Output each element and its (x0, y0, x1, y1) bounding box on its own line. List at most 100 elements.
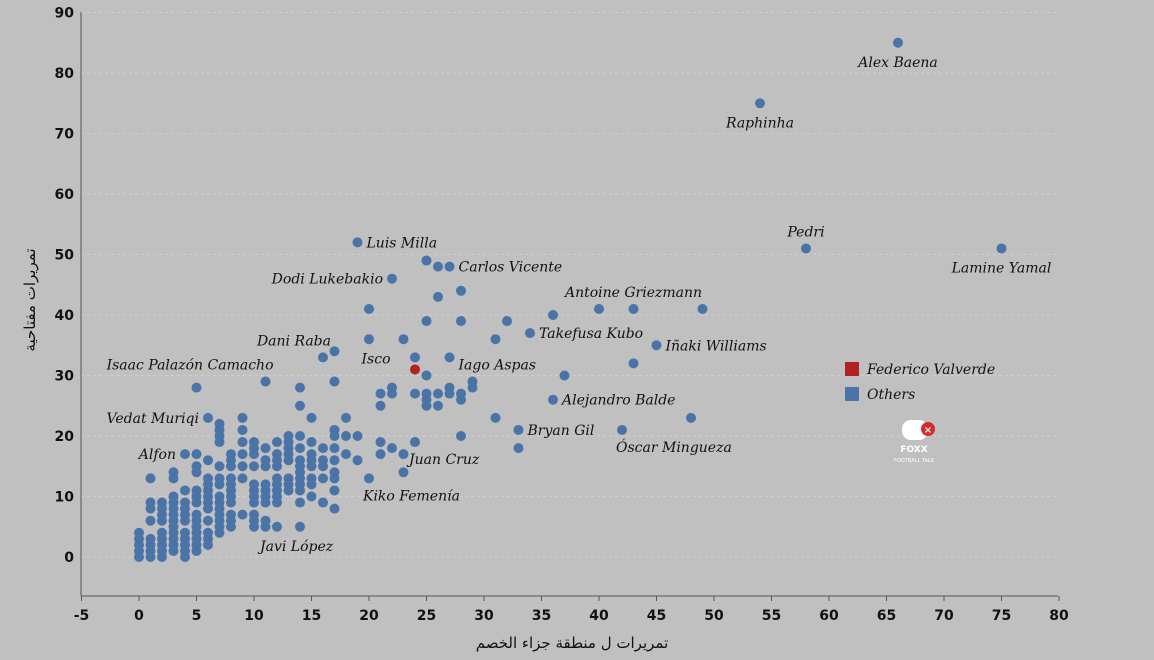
data-point-others (295, 400, 305, 411)
legend-label-others: Others (867, 387, 915, 403)
data-point-others (387, 443, 397, 454)
ticks: 0 10 20 30 40 50 60 70 80 90 -5 0 5 10 15 20 25 30 35 40 45 5… (55, 6, 1069, 625)
x-tick-label: 60 (819, 608, 839, 624)
data-point-others (410, 352, 420, 363)
data-point-others (237, 424, 248, 435)
data-point-others (180, 515, 190, 526)
data-point-others (295, 521, 305, 532)
point-label: Raphinha (725, 115, 794, 131)
data-point-others (801, 243, 811, 254)
data-point-others (191, 449, 202, 460)
data-point-others (617, 424, 627, 435)
data-point-others (456, 316, 466, 327)
data-point-others (283, 485, 294, 496)
point-label: Iñaki Williams (665, 338, 767, 354)
point-label: Juan Cruz (406, 452, 480, 468)
data-point-others (145, 552, 156, 562)
data-point-others (203, 412, 213, 423)
data-point-others (237, 473, 248, 484)
data-point-valverde (410, 364, 420, 375)
data-point-others (295, 485, 305, 496)
data-point-others (295, 497, 305, 508)
data-point-others (134, 552, 144, 562)
data-point-others (329, 455, 340, 466)
x-tick-label: 0 (134, 608, 144, 624)
data-point-others (272, 497, 282, 508)
x-tick-label: 65 (877, 608, 896, 624)
data-point-others (237, 449, 248, 460)
data-point-others (513, 424, 524, 435)
data-point-others (996, 243, 1007, 254)
x-tick-label: 10 (244, 608, 264, 624)
data-point-others (433, 400, 443, 411)
point-label: Vedat Muriqi (107, 411, 199, 427)
data-point-others (421, 370, 432, 381)
data-point-others (249, 521, 259, 532)
legend-label-valverde: Federico Valverde (866, 362, 995, 378)
data-point-others (352, 431, 363, 441)
data-point-others (410, 437, 420, 448)
data-point-others (444, 388, 455, 399)
data-point-others (387, 273, 397, 284)
data-point-others (686, 412, 696, 423)
data-point-others (237, 437, 248, 448)
data-point-others (191, 467, 202, 478)
data-point-others (318, 461, 328, 472)
data-point-others (433, 291, 443, 302)
data-point-others (203, 455, 213, 466)
y-tick-label: 50 (55, 248, 75, 264)
data-point-others (594, 303, 604, 314)
data-point-others (226, 521, 236, 532)
data-point-others (237, 509, 248, 520)
data-point-others (145, 515, 156, 526)
data-point-others (283, 455, 294, 466)
point-label: Alejandro Balde (560, 393, 675, 409)
data-point-others (203, 539, 213, 550)
data-point-others (180, 449, 190, 460)
y-tick-label: 70 (55, 127, 75, 143)
y-tick-label: 10 (55, 490, 75, 506)
data-point-others (260, 497, 271, 508)
point-labels: Alex Baena Raphinha Pedri Lamine Yamal Luis … (106, 55, 1052, 555)
y-axis-title: تمريرات مفتاحية (21, 248, 39, 351)
data-point-others (755, 98, 765, 109)
data-point-others (893, 37, 903, 48)
data-point-others (444, 352, 455, 363)
data-point-others (214, 479, 225, 490)
data-point-others (456, 285, 466, 296)
point-label: Dodi Lukebakio (271, 272, 383, 288)
data-point-others (203, 515, 213, 526)
data-point-others (329, 443, 340, 454)
x-tick-label: 70 (934, 608, 954, 624)
svg-text:×: × (924, 425, 932, 436)
x-tick-label: 45 (647, 608, 666, 624)
point-label: Alex Baena (856, 55, 938, 71)
data-point-others (237, 412, 248, 423)
x-tick-label: 15 (302, 608, 321, 624)
data-point-others (375, 437, 386, 448)
x-tick-label: 5 (192, 608, 202, 624)
data-point-others (306, 437, 317, 448)
x-tick-label: 30 (474, 608, 494, 624)
watermark-logo: × FOXX FOOTBALL TALK (894, 420, 935, 464)
data-point-others (214, 461, 225, 472)
data-point-others (260, 376, 271, 387)
data-point-others (295, 431, 305, 441)
data-point-others (456, 394, 466, 405)
data-point-others (306, 491, 317, 502)
data-point-others (260, 461, 271, 472)
data-point-others (467, 382, 478, 393)
data-point-others (433, 388, 443, 399)
point-label: Carlos Vicente (459, 260, 563, 276)
data-point-others (398, 334, 409, 345)
data-point-others (651, 340, 662, 351)
svg-text:FOXX: FOXX (900, 445, 927, 455)
y-tick-label: 30 (55, 369, 75, 385)
data-point-others (168, 473, 179, 484)
x-tick-label: 25 (417, 608, 436, 624)
x-tick-label: -5 (74, 608, 90, 624)
data-point-others (421, 400, 432, 411)
x-tick-label: 55 (762, 608, 781, 624)
data-point-others (329, 473, 340, 484)
point-label: Takefusa Kubo (539, 326, 643, 342)
